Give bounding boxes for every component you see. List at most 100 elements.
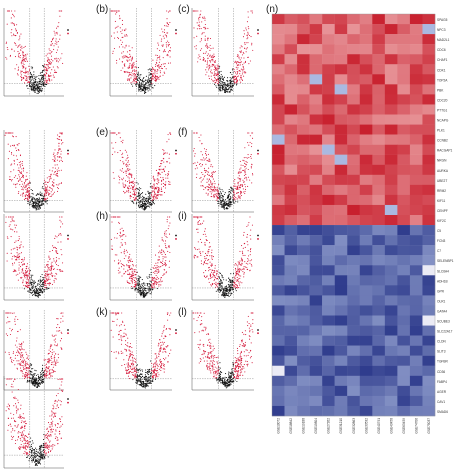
volcano-point [209,44,211,46]
volcano-point [35,287,37,290]
volcano-point [227,289,229,291]
volcano-point [50,344,52,346]
volcano-point [198,223,200,226]
volcano-point [58,143,60,145]
volcano-point [236,192,238,194]
volcano-point [149,81,151,83]
volcano-point [123,257,125,260]
volcano-point [157,65,159,67]
volcano-point [15,316,17,318]
volcano-point [200,28,202,30]
volcano-point [134,281,136,283]
volcano-point [239,79,241,81]
volcano-point [39,87,41,89]
volcano-point [128,172,130,174]
volcano-point [150,204,152,206]
volcano-point [130,195,132,198]
volcano-point [26,274,28,276]
volcano-point [213,53,215,55]
volcano-point [228,90,230,93]
volcano-point [226,288,228,291]
volcano-point [158,168,160,170]
volcano-point [235,66,237,68]
volcano-point [56,159,58,161]
volcano-point [29,270,31,272]
volcano-point [128,257,130,259]
volcano-point [161,250,163,252]
volcano-point [52,265,54,267]
volcano-point [123,64,125,66]
volcano-point [155,196,157,198]
volcano-point [25,268,27,270]
volcano-point [58,269,60,271]
volcano-point [244,43,246,45]
volcano-point [34,281,37,283]
volcano-point [160,265,162,268]
volcano-point [232,194,234,196]
volcano-point [54,34,56,36]
volcano-point [204,152,207,154]
volcano-point [11,328,13,330]
volcano-point [55,272,57,274]
volcano-point [25,271,27,273]
volcano-point [41,285,43,288]
volcano-point [242,185,244,187]
volcano-point [58,160,61,162]
volcano-point [17,45,19,47]
volcano-point [24,194,26,196]
volcano-point [5,56,7,58]
volcano-point [17,239,19,241]
volcano-point [33,90,35,92]
volcano-point [153,68,155,70]
volcano-point [128,65,130,67]
volcano-point [219,88,221,90]
volcano-point [45,181,47,183]
volcano-point [144,90,147,92]
volcano-point [166,221,168,223]
volcano-point [126,281,129,284]
volcano-point [162,177,164,179]
volcano-point [198,248,200,250]
volcano-point [37,203,39,206]
volcano-point [140,200,142,202]
volcano-point [22,65,24,67]
volcano-point [61,270,63,272]
volcano-point [136,201,138,203]
volcano-plot-i [191,214,259,301]
volcano-point [236,80,238,82]
volcano-point [21,168,23,170]
volcano-point [26,184,28,186]
volcano-point [227,208,229,210]
volcano-point [197,223,199,225]
volcano-point [121,52,123,54]
volcano-point [126,78,128,80]
volcano-point [18,171,21,173]
volcano-point [50,40,52,42]
volcano-point [51,184,53,187]
volcano-point [220,289,222,292]
volcano-point [158,166,161,168]
volcano-point [60,159,62,161]
volcano-point [39,286,41,288]
volcano-point [218,83,220,85]
volcano-point [202,251,204,253]
volcano-point [230,286,232,288]
volcano-point [25,194,27,196]
volcano-point [41,370,43,372]
volcano-point [59,138,61,141]
volcano-point [213,55,216,57]
volcano-point [117,132,119,134]
volcano-point [124,56,126,59]
volcano-point [60,150,62,152]
volcano-point [119,177,121,179]
volcano-point [133,74,135,76]
volcano-point [198,19,200,21]
volcano-point [14,184,16,186]
volcano-point [151,203,153,205]
volcano-point [51,170,53,172]
volcano-point [227,292,229,294]
volcano-point [20,185,22,188]
volcano-point [202,184,204,187]
volcano-point [231,87,233,89]
volcano-point [232,84,234,86]
